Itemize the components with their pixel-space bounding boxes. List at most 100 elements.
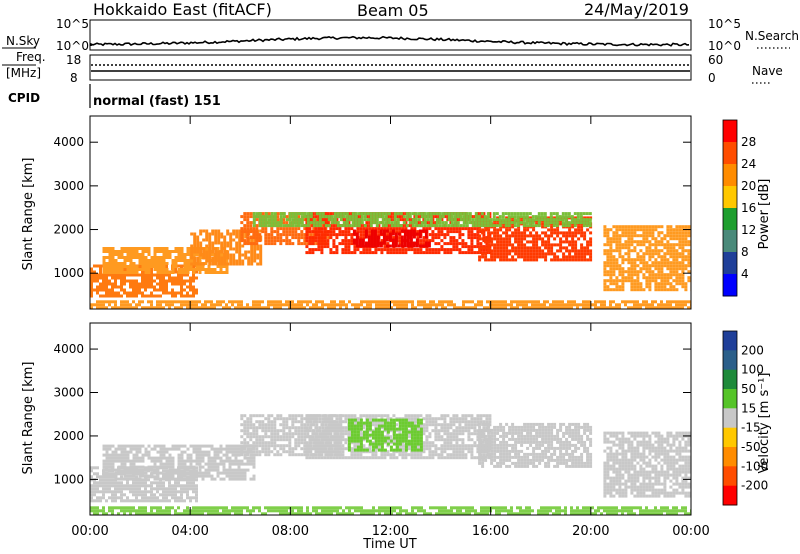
power-cell <box>564 303 567 307</box>
power-cell <box>186 279 189 283</box>
power-cell <box>666 252 670 256</box>
velocity-cell <box>138 456 142 460</box>
power-cell <box>398 227 402 231</box>
power-cell <box>199 253 203 257</box>
velocity-cell <box>135 453 139 457</box>
power-cell <box>180 264 183 268</box>
power-cell <box>531 224 535 228</box>
power-cell <box>177 273 180 277</box>
velocity-cell <box>171 468 175 472</box>
power-cell <box>117 276 120 280</box>
power-cell <box>255 224 259 228</box>
power-cell <box>250 244 254 248</box>
velocity-cell <box>177 484 180 488</box>
power-cell <box>586 243 590 247</box>
velocity-cell <box>183 499 186 503</box>
power-cell <box>426 218 430 222</box>
power-cell <box>380 248 384 252</box>
power-cell <box>249 242 253 246</box>
power-cell <box>428 227 432 231</box>
power-cell <box>413 227 417 231</box>
power-cell <box>462 300 465 304</box>
velocity-cell <box>246 441 250 445</box>
power-cell <box>543 218 547 222</box>
power-cell <box>385 229 389 233</box>
power-cell <box>660 300 663 304</box>
power-cell <box>483 218 487 222</box>
power-cell <box>684 258 688 262</box>
power-cell <box>423 218 427 222</box>
power-cell <box>387 221 391 225</box>
power-cell <box>377 248 381 252</box>
power-cell <box>495 218 499 222</box>
velocity-cell <box>171 462 175 466</box>
power-cell <box>305 227 309 231</box>
power-cell <box>264 212 268 216</box>
power-cell <box>205 250 209 254</box>
power-cell <box>589 240 593 244</box>
power-cell <box>190 244 194 248</box>
velocity-cell <box>306 423 310 427</box>
power-cell <box>535 252 539 256</box>
power-cell <box>132 265 136 268</box>
power-cell <box>447 215 451 219</box>
power-cell <box>235 229 239 233</box>
power-cell <box>615 237 619 241</box>
power-colorbar-tick: 8 <box>741 245 749 259</box>
power-cell <box>291 233 295 237</box>
power-cell <box>129 271 133 274</box>
power-cell <box>568 252 572 256</box>
velocity-cell <box>168 484 171 488</box>
power-cell <box>504 306 507 309</box>
velocity-cell <box>117 465 121 469</box>
power-cell <box>273 215 277 219</box>
velocity-cell <box>240 414 244 418</box>
velocity-cell <box>240 435 244 439</box>
power-cell <box>397 244 401 248</box>
power-cell <box>226 253 230 257</box>
power-cell <box>159 268 163 271</box>
power-cell <box>362 233 366 237</box>
power-cell <box>564 218 568 222</box>
power-cell <box>150 285 153 289</box>
power-cell <box>165 247 169 250</box>
velocity-cell <box>183 468 187 472</box>
power-cell <box>333 221 337 225</box>
power-cell <box>660 273 664 277</box>
power-cell <box>648 240 652 244</box>
power-cell <box>651 303 654 307</box>
velocity-cell <box>249 414 253 418</box>
power-cell <box>467 227 471 231</box>
power-cell <box>243 218 247 222</box>
power-cell <box>225 268 229 271</box>
power-cell <box>401 212 405 216</box>
power-cell <box>508 249 512 253</box>
power-cell <box>323 239 327 243</box>
power-cell <box>96 273 99 277</box>
power-cell <box>246 218 250 222</box>
power-cell <box>645 249 649 253</box>
power-cell <box>550 228 554 232</box>
power-cell <box>398 215 402 219</box>
velocity-cell <box>153 481 156 485</box>
power-cell <box>403 238 407 242</box>
power-cell <box>520 237 524 241</box>
power-cell <box>529 252 533 256</box>
velocity-cell <box>276 417 280 421</box>
power-cell <box>186 247 190 250</box>
power-cell <box>502 249 506 253</box>
velocity-cell <box>96 481 99 485</box>
power-cell <box>666 264 670 268</box>
power-cell <box>352 238 356 242</box>
power-cell <box>153 306 156 309</box>
velocity-cell <box>135 468 139 472</box>
velocity-cell <box>156 471 160 475</box>
power-cell <box>202 253 206 257</box>
power-cell <box>108 294 111 298</box>
velocity-cell <box>183 459 187 463</box>
power-cell <box>273 242 277 246</box>
velocity-cell <box>207 450 211 454</box>
power-cell <box>573 218 577 222</box>
power-cell <box>672 306 675 309</box>
power-cell <box>573 300 576 304</box>
